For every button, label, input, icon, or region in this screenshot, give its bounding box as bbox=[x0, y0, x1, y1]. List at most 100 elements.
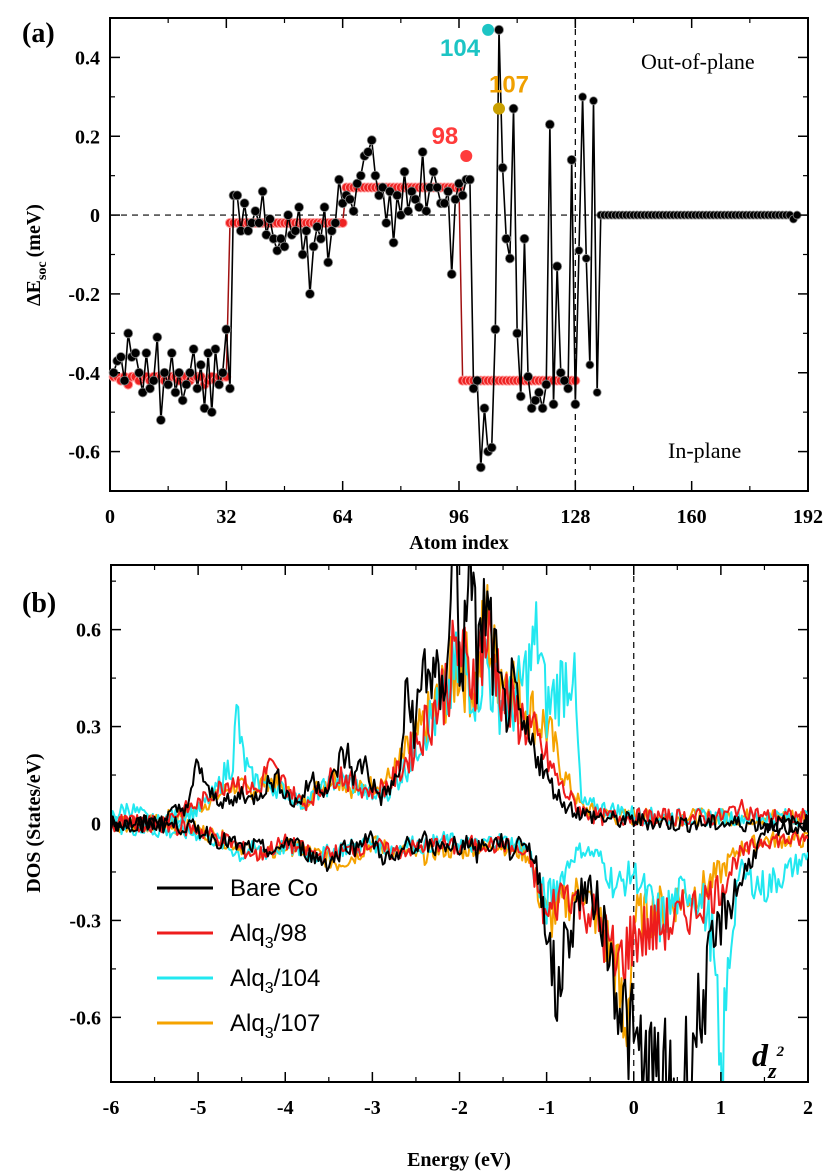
atom-point bbox=[250, 206, 261, 217]
atom-point bbox=[417, 147, 428, 157]
orbital-sup: 2 bbox=[776, 1044, 785, 1060]
atom-point bbox=[494, 24, 504, 35]
highlight-marker-107 bbox=[492, 102, 505, 115]
dos-up-alq3-107 bbox=[112, 584, 808, 833]
atom-point bbox=[552, 261, 563, 272]
atom-point bbox=[265, 214, 275, 224]
y-tick-label: 0 bbox=[91, 814, 101, 836]
atom-point bbox=[130, 348, 141, 358]
legend-tail: /104 bbox=[274, 965, 321, 992]
x-tick-label: -2 bbox=[451, 1097, 468, 1119]
highlight-marker-104 bbox=[482, 23, 495, 36]
atom-point bbox=[348, 206, 359, 217]
atom-point bbox=[294, 202, 304, 213]
atom-point bbox=[392, 190, 403, 201]
atom-point bbox=[501, 233, 512, 244]
annotation-in-plane: In-plane bbox=[668, 438, 741, 463]
atom-line bbox=[112, 29, 798, 468]
y-title-sub: soc bbox=[35, 261, 50, 280]
y-title-main: ΔE bbox=[23, 280, 45, 306]
x-tick-label: 0 bbox=[629, 1097, 639, 1119]
panel-b-x-ticks: -6 -5 -4 -3 -2 -1 0 1 2 bbox=[103, 565, 813, 1119]
atom-point bbox=[497, 162, 508, 173]
atom-point bbox=[515, 391, 526, 402]
atom-point bbox=[366, 135, 377, 146]
panel-a-average-series bbox=[108, 182, 581, 390]
atom-point bbox=[148, 375, 159, 386]
highlight-label-104: 104 bbox=[440, 35, 481, 62]
panel-b-x-axis-title: Energy (eV) bbox=[407, 1149, 511, 1171]
panel-a-label: (a) bbox=[22, 18, 55, 49]
panel-b: (b) -6 -5 -4 -3 -2 -1 0 1 2 0.6 0.3 0 -0.3 -0.6 Bare… bbox=[22, 564, 813, 1171]
atom-point bbox=[537, 403, 548, 414]
panel-a-highlights: 98 104 107 bbox=[432, 23, 529, 162]
atom-point bbox=[446, 269, 457, 280]
atom-point bbox=[174, 367, 184, 378]
atom-point bbox=[508, 103, 519, 114]
atom-point bbox=[475, 462, 486, 473]
panel-b-y-axis-title: DOS (States/eV) bbox=[23, 753, 45, 892]
atom-point bbox=[116, 352, 126, 362]
atom-point bbox=[399, 166, 410, 177]
atom-point bbox=[468, 383, 479, 394]
atom-point bbox=[410, 194, 421, 205]
atom-point bbox=[479, 403, 490, 414]
atom-point bbox=[119, 375, 130, 386]
y-tick-label: 0.3 bbox=[76, 717, 101, 739]
atom-point bbox=[443, 186, 453, 197]
atom-point bbox=[570, 399, 581, 410]
atom-point bbox=[581, 254, 591, 263]
x-tick-label: -5 bbox=[190, 1097, 207, 1119]
atom-point bbox=[225, 383, 235, 394]
x-tick-label: 1 bbox=[716, 1097, 726, 1119]
dos-up-bare-co bbox=[112, 566, 808, 834]
atom-point bbox=[159, 367, 170, 378]
atom-point bbox=[355, 170, 366, 181]
y-tick-label: -0.3 bbox=[69, 910, 101, 932]
atom-point bbox=[563, 383, 573, 394]
atom-point bbox=[279, 241, 290, 252]
atom-point bbox=[472, 375, 483, 386]
atom-point bbox=[155, 415, 166, 425]
atom-point bbox=[428, 166, 439, 177]
atom-point bbox=[308, 241, 319, 252]
atom-point bbox=[232, 190, 243, 201]
atom-point bbox=[406, 186, 417, 197]
atom-point bbox=[465, 174, 475, 185]
x-tick-label: -3 bbox=[364, 1097, 381, 1119]
atom-point bbox=[512, 328, 523, 339]
atom-point bbox=[574, 246, 584, 255]
atom-point bbox=[439, 198, 450, 209]
x-tick-label: 0 bbox=[105, 506, 115, 528]
y-tick-label: 0.2 bbox=[75, 126, 100, 148]
atom-point bbox=[374, 190, 384, 201]
legend-label: Alq bbox=[230, 920, 265, 947]
y-tick-label: -0.2 bbox=[68, 284, 100, 306]
atom-point bbox=[548, 399, 559, 410]
panel-a-atom-series bbox=[108, 24, 802, 473]
x-tick-label: 160 bbox=[677, 506, 707, 528]
atom-point bbox=[534, 387, 544, 398]
y-tick-label: 0.6 bbox=[76, 620, 101, 642]
atom-point bbox=[559, 375, 570, 386]
legend-tail: /107 bbox=[274, 1010, 321, 1037]
atom-point bbox=[210, 344, 221, 355]
atom-point bbox=[297, 249, 308, 260]
atom-point bbox=[432, 182, 443, 193]
legend-label: Alq bbox=[230, 1010, 265, 1037]
atom-point bbox=[192, 383, 203, 394]
atom-point bbox=[214, 379, 224, 390]
y-tick-label: 0 bbox=[90, 205, 100, 227]
highlight-label-107: 107 bbox=[489, 72, 529, 99]
y-title-unit: (meV) bbox=[23, 204, 45, 257]
atom-point bbox=[381, 218, 392, 228]
legend-sub: 3 bbox=[265, 935, 274, 952]
atom-point bbox=[504, 253, 515, 264]
atom-point bbox=[421, 206, 432, 217]
atom-point bbox=[326, 225, 337, 236]
atom-point bbox=[145, 383, 155, 394]
legend-entry-3: Alq3/107 bbox=[230, 1010, 320, 1042]
x-tick-label: 192 bbox=[793, 506, 823, 528]
atom-point bbox=[345, 194, 355, 205]
atom-point bbox=[123, 328, 134, 339]
